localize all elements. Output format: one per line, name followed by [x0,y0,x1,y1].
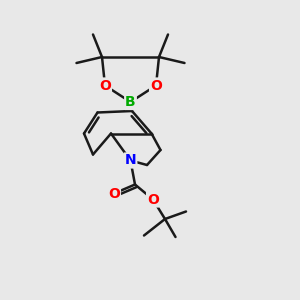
Text: N: N [125,154,136,167]
Text: O: O [147,193,159,206]
Text: O: O [99,79,111,92]
Text: O: O [108,187,120,200]
Text: O: O [150,79,162,92]
Text: B: B [125,95,136,109]
